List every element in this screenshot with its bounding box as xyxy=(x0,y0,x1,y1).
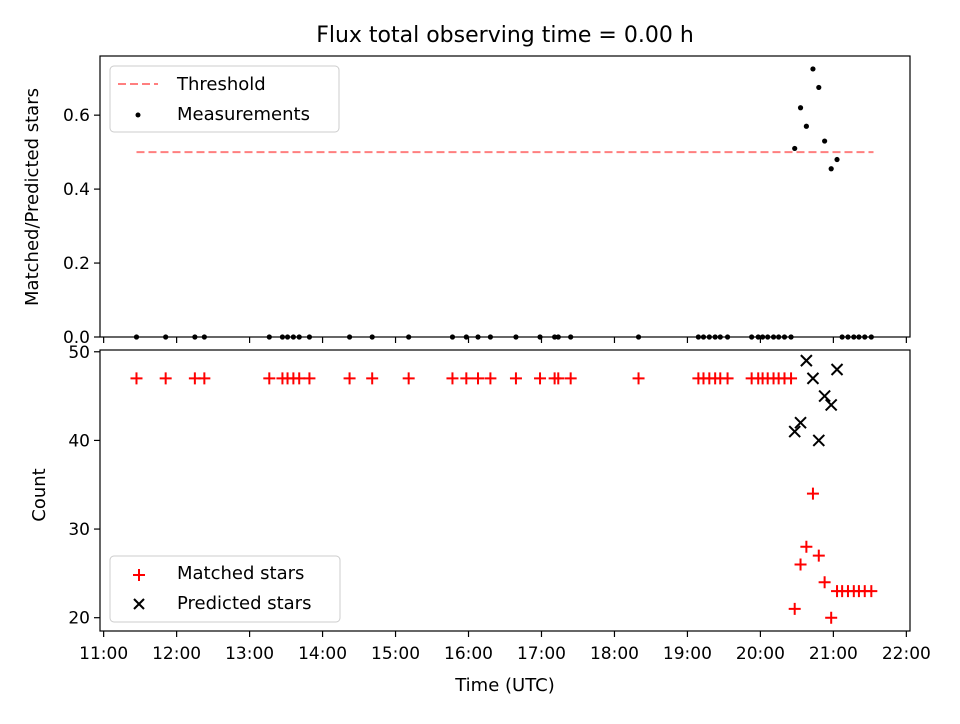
predicted-star-point xyxy=(830,363,844,376)
matched-star-point xyxy=(812,549,825,562)
top-panel: 0.0 0.2 0.4 0.6 Matched/Predicted stars Thr… xyxy=(22,55,911,348)
top-plot-frame xyxy=(99,55,911,338)
matched-star-point xyxy=(800,540,813,553)
predicted-star-point xyxy=(800,354,813,367)
top-y-tick-label: 0.4 xyxy=(63,180,90,200)
x-tick-label: 20:00 xyxy=(736,644,785,664)
matched-star-point xyxy=(794,558,807,571)
x-tick-label: 19:00 xyxy=(663,644,712,664)
x-tick-label: 17:00 xyxy=(517,644,566,664)
top-y-tick-label: 0.2 xyxy=(63,254,90,274)
matched-star-point xyxy=(343,372,356,385)
matched-star-point xyxy=(303,372,316,385)
matched-star-point xyxy=(818,576,831,589)
bottom-y-tick-label: 40 xyxy=(68,431,90,451)
x-tick-label: 13:00 xyxy=(225,644,274,664)
matched-star-point xyxy=(130,372,143,385)
measurement-point xyxy=(792,145,798,152)
predicted-star-point xyxy=(824,398,838,412)
measurement-point xyxy=(828,166,834,172)
x-axis-label: Time (UTC) xyxy=(454,675,555,696)
measurement-point xyxy=(803,123,809,129)
bottom-legend: Matched stars Predicted stars xyxy=(109,555,341,623)
bottom-y-tick-label: 30 xyxy=(68,520,90,540)
predicted-star-point xyxy=(818,389,831,403)
matched-star-point xyxy=(472,372,484,385)
x-tick-label: 16:00 xyxy=(444,644,493,664)
matched-star-point xyxy=(785,372,798,385)
bottom-plot-frame xyxy=(99,349,911,632)
matched-star-point xyxy=(460,372,473,385)
x-tick-label: 21:00 xyxy=(809,644,858,664)
matched-star-point xyxy=(446,372,459,385)
matched-star-point xyxy=(721,372,734,385)
predicted-star-point xyxy=(806,372,820,385)
x-tick-label: 12:00 xyxy=(152,644,201,664)
bottom-y-tick-label: 20 xyxy=(68,609,90,629)
legend-predicted-label: Predicted stars xyxy=(177,593,311,614)
measurement-point xyxy=(834,156,840,163)
bottom-legend-box xyxy=(109,555,341,623)
matched-star-point xyxy=(632,372,645,385)
measurement-point xyxy=(822,138,828,144)
matched-star-point xyxy=(564,372,577,385)
matched-star-point xyxy=(806,487,819,500)
matched-star-point xyxy=(552,372,565,385)
top-y-axis-label: Matched/Predicted stars xyxy=(22,88,43,306)
matched-star-point xyxy=(366,372,379,385)
predicted-star-point xyxy=(788,425,801,438)
legend-measurements-swatch xyxy=(135,112,141,118)
legend-matched-label: Matched stars xyxy=(177,563,304,584)
matched-star-point xyxy=(293,372,306,385)
x-tick-label: 15:00 xyxy=(371,644,420,664)
legend-measurements-label: Measurements xyxy=(177,104,310,125)
top-legend-box xyxy=(109,65,340,133)
matched-star-point xyxy=(263,372,276,385)
bottom-y-axis-label: Count xyxy=(29,468,50,521)
x-tick-label: 18:00 xyxy=(590,644,639,664)
bottom-y-tick-label: 50 xyxy=(68,343,90,363)
x-tick-label: 22:00 xyxy=(882,644,931,664)
legend-matched-swatch xyxy=(133,569,145,581)
chart-title: Flux total observing time = 0.00 h xyxy=(316,23,694,48)
top-legend: Threshold Measurements xyxy=(109,65,340,133)
matched-star-point xyxy=(509,372,522,385)
matched-star-point xyxy=(402,372,415,385)
measurement-point xyxy=(816,84,822,91)
matched-star-point xyxy=(788,602,801,615)
top-y-tick-label: 0.6 xyxy=(63,106,90,126)
top-y-tick-label: 0.0 xyxy=(63,328,90,348)
legend-threshold-label: Threshold xyxy=(176,74,266,95)
bottom-panel: 20 30 40 50 11:00 12:00 13:00 14:00 15:00 16:00 1… xyxy=(29,343,931,696)
matched-star-point xyxy=(825,611,838,624)
matched-star-point xyxy=(198,372,211,385)
x-tick-label: 11:00 xyxy=(79,644,128,664)
matched-star-point xyxy=(159,372,172,385)
matched-star-point xyxy=(484,372,497,385)
measurement-point xyxy=(810,66,816,72)
matched-star-point xyxy=(865,585,878,598)
predicted-star-point xyxy=(794,416,807,429)
matched-star-point xyxy=(534,372,547,385)
x-tick-label: 14:00 xyxy=(298,644,347,664)
predicted-star-point xyxy=(812,434,825,447)
measurement-point xyxy=(797,105,804,111)
legend-predicted-swatch xyxy=(133,598,145,610)
